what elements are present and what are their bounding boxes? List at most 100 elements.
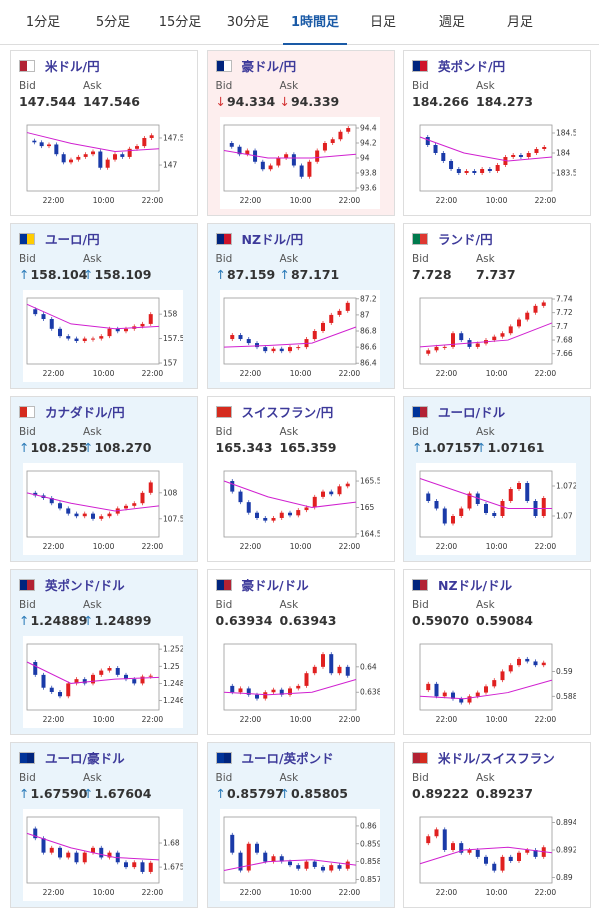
trend-arrow: ↑ — [83, 267, 94, 282]
tab[interactable]: 月足 — [506, 15, 533, 30]
ask-label: Ask — [279, 426, 299, 438]
ask-value: ↑1.67604 — [83, 786, 151, 801]
candle — [295, 685, 300, 689]
flag-part — [27, 407, 34, 417]
rate-tile[interactable]: ユーロ/ドル Bid Ask ↑1.07157 ↑1.07161 1.072 1.07 22:… — [403, 396, 591, 562]
candle — [312, 666, 317, 674]
x-tick-label: 22:00 — [436, 888, 458, 897]
trend-arrow: ↑ — [476, 440, 487, 455]
trend-arrow: ↑ — [412, 440, 423, 455]
pair-name: 英ポンド/ドル — [45, 578, 125, 593]
x-tick-label: 22:00 — [239, 196, 261, 205]
candle — [82, 513, 87, 517]
rate-tile[interactable]: ユーロ/英ポンド Bid Ask ↑0.85797 ↑0.85805 0.86 0.859 0… — [206, 742, 395, 908]
y-tick-label: 0.858 — [360, 857, 380, 866]
mini-chart: 0.64 0.638 22:00 10:00 22:00 — [223, 643, 381, 724]
y-tick-label: 86.4 — [360, 359, 377, 368]
candle — [517, 319, 521, 327]
y-tick-label: 86.6 — [360, 343, 377, 352]
candle — [475, 692, 480, 697]
rate-tile[interactable]: 豪ドル/ドル Bid Ask 0.63934 0.63943 0.64 0.638 22:00… — [206, 569, 395, 735]
ask-value: ↑158.109 — [83, 267, 151, 282]
flag-part — [413, 580, 420, 590]
rate-tile[interactable]: 英ポンド/ドル Bid Ask ↑1.24889 ↑1.24899 1.252 1.25 1.… — [10, 569, 198, 735]
rate-tile[interactable]: ユーロ/豪ドル Bid Ask ↑1.67590 ↑1.67604 1.68 1.675 22… — [10, 742, 198, 908]
ask-label: Ask — [279, 772, 299, 784]
tab[interactable]: 15分足 — [158, 15, 202, 30]
rate-tile[interactable]: NZドル/ドル Bid Ask 0.59070 0.59084 0.59 0.588 22:0… — [403, 569, 591, 735]
candle — [337, 865, 341, 869]
ask-label: Ask — [279, 80, 299, 92]
candle — [127, 148, 132, 157]
y-tick-label: 1.252 — [163, 645, 183, 654]
tab[interactable]: 1時間足 — [283, 0, 347, 45]
candle — [66, 336, 71, 339]
y-tick-label: 94.2 — [360, 139, 377, 148]
tab[interactable]: 5分足 — [95, 15, 131, 30]
flag-part — [420, 753, 427, 763]
bid-value: 184.266 — [412, 94, 469, 109]
ask-value: ↑1.24899 — [83, 613, 151, 628]
bid-label: Bid — [412, 772, 429, 784]
candle — [132, 679, 137, 684]
candle — [262, 347, 267, 352]
rate-tile[interactable]: 米ドル/円 Bid Ask 147.544 147.546 147.5 147 22:00 10… — [10, 50, 198, 216]
flag-part — [413, 61, 420, 71]
candle — [467, 493, 472, 509]
candle — [91, 151, 95, 155]
tab[interactable]: 30分足 — [226, 15, 270, 30]
candle — [508, 665, 513, 672]
candle — [254, 843, 259, 853]
tab[interactable]: 日足 — [369, 15, 396, 30]
candle — [484, 686, 488, 693]
ask-value: ↓94.339 — [280, 94, 340, 109]
candle — [508, 326, 513, 334]
rate-tile[interactable]: カナダドル/円 Bid Ask ↑108.255 ↑108.270 108 107.5 22:… — [10, 396, 198, 562]
flag — [215, 60, 232, 72]
plot-frame — [223, 816, 356, 884]
y-tick-label: 0.64 — [360, 662, 377, 671]
tab[interactable]: 1分足 — [25, 15, 61, 30]
candle — [262, 852, 267, 862]
ask-price: 0.89237 — [476, 786, 533, 801]
flag-part — [20, 580, 27, 590]
candle — [69, 159, 73, 163]
pair-name: スイスフラン/円 — [241, 405, 334, 420]
bid-price: 1.24889 — [30, 613, 88, 628]
bid-price: 1.07157 — [423, 440, 481, 455]
bid-price: 108.255 — [30, 440, 88, 455]
ask-price: 165.359 — [279, 440, 337, 455]
flag — [19, 233, 35, 245]
flag — [412, 406, 428, 418]
rate-tile[interactable]: NZドル/円 Bid Ask ↑87.159 ↑87.171 87.2 87 86.8 86.6… — [206, 223, 395, 389]
flag — [19, 579, 35, 591]
bid-value: ↑1.07157 — [412, 440, 480, 455]
candle — [142, 137, 147, 147]
candle — [328, 654, 333, 674]
rate-tile[interactable]: 豪ドル/円 Bid Ask ↓94.334 ↓94.339 94.4 94.2 94 93.8 9… — [206, 50, 395, 216]
x-tick-label: 22:00 — [535, 369, 557, 378]
flag-part — [20, 753, 27, 763]
rate-tile[interactable]: ランド/円 Bid Ask 7.728 7.737 7.74 7.72 7.7 7.68 7.66… — [403, 223, 591, 389]
rate-tile[interactable]: 米ドル/スイスフラン Bid Ask 0.89222 0.89237 0.894 0.892… — [403, 742, 591, 908]
moving-average — [419, 478, 552, 509]
y-tick-label: 0.86 — [360, 821, 377, 830]
x-tick-label: 22:00 — [338, 542, 360, 551]
bid-label: Bid — [19, 426, 36, 438]
candle — [99, 336, 104, 339]
candle — [322, 143, 327, 151]
candle — [533, 305, 538, 313]
tab[interactable]: 週足 — [438, 15, 465, 30]
rate-tile[interactable]: スイスフラン/円 Bid Ask 165.343 165.359 165.5 165 164.… — [206, 396, 395, 562]
x-tick-label: 10:00 — [486, 196, 508, 205]
rate-tile[interactable]: 英ポンド/円 Bid Ask 184.266 184.273 184.5 184 183.5 2… — [403, 50, 591, 216]
rate-tile[interactable]: ユーロ/円 Bid Ask ↑158.104 ↑158.109 158 157.5 157 22… — [10, 223, 198, 389]
bid-value: ↑1.67590 — [19, 786, 87, 801]
chart: 1.68 1.675 22:00 10:00 22:00 — [23, 809, 185, 901]
candle — [320, 491, 325, 497]
x-tick-label: 10:00 — [289, 715, 311, 724]
x-tick-label: 22:00 — [142, 369, 164, 378]
candle — [541, 498, 546, 516]
